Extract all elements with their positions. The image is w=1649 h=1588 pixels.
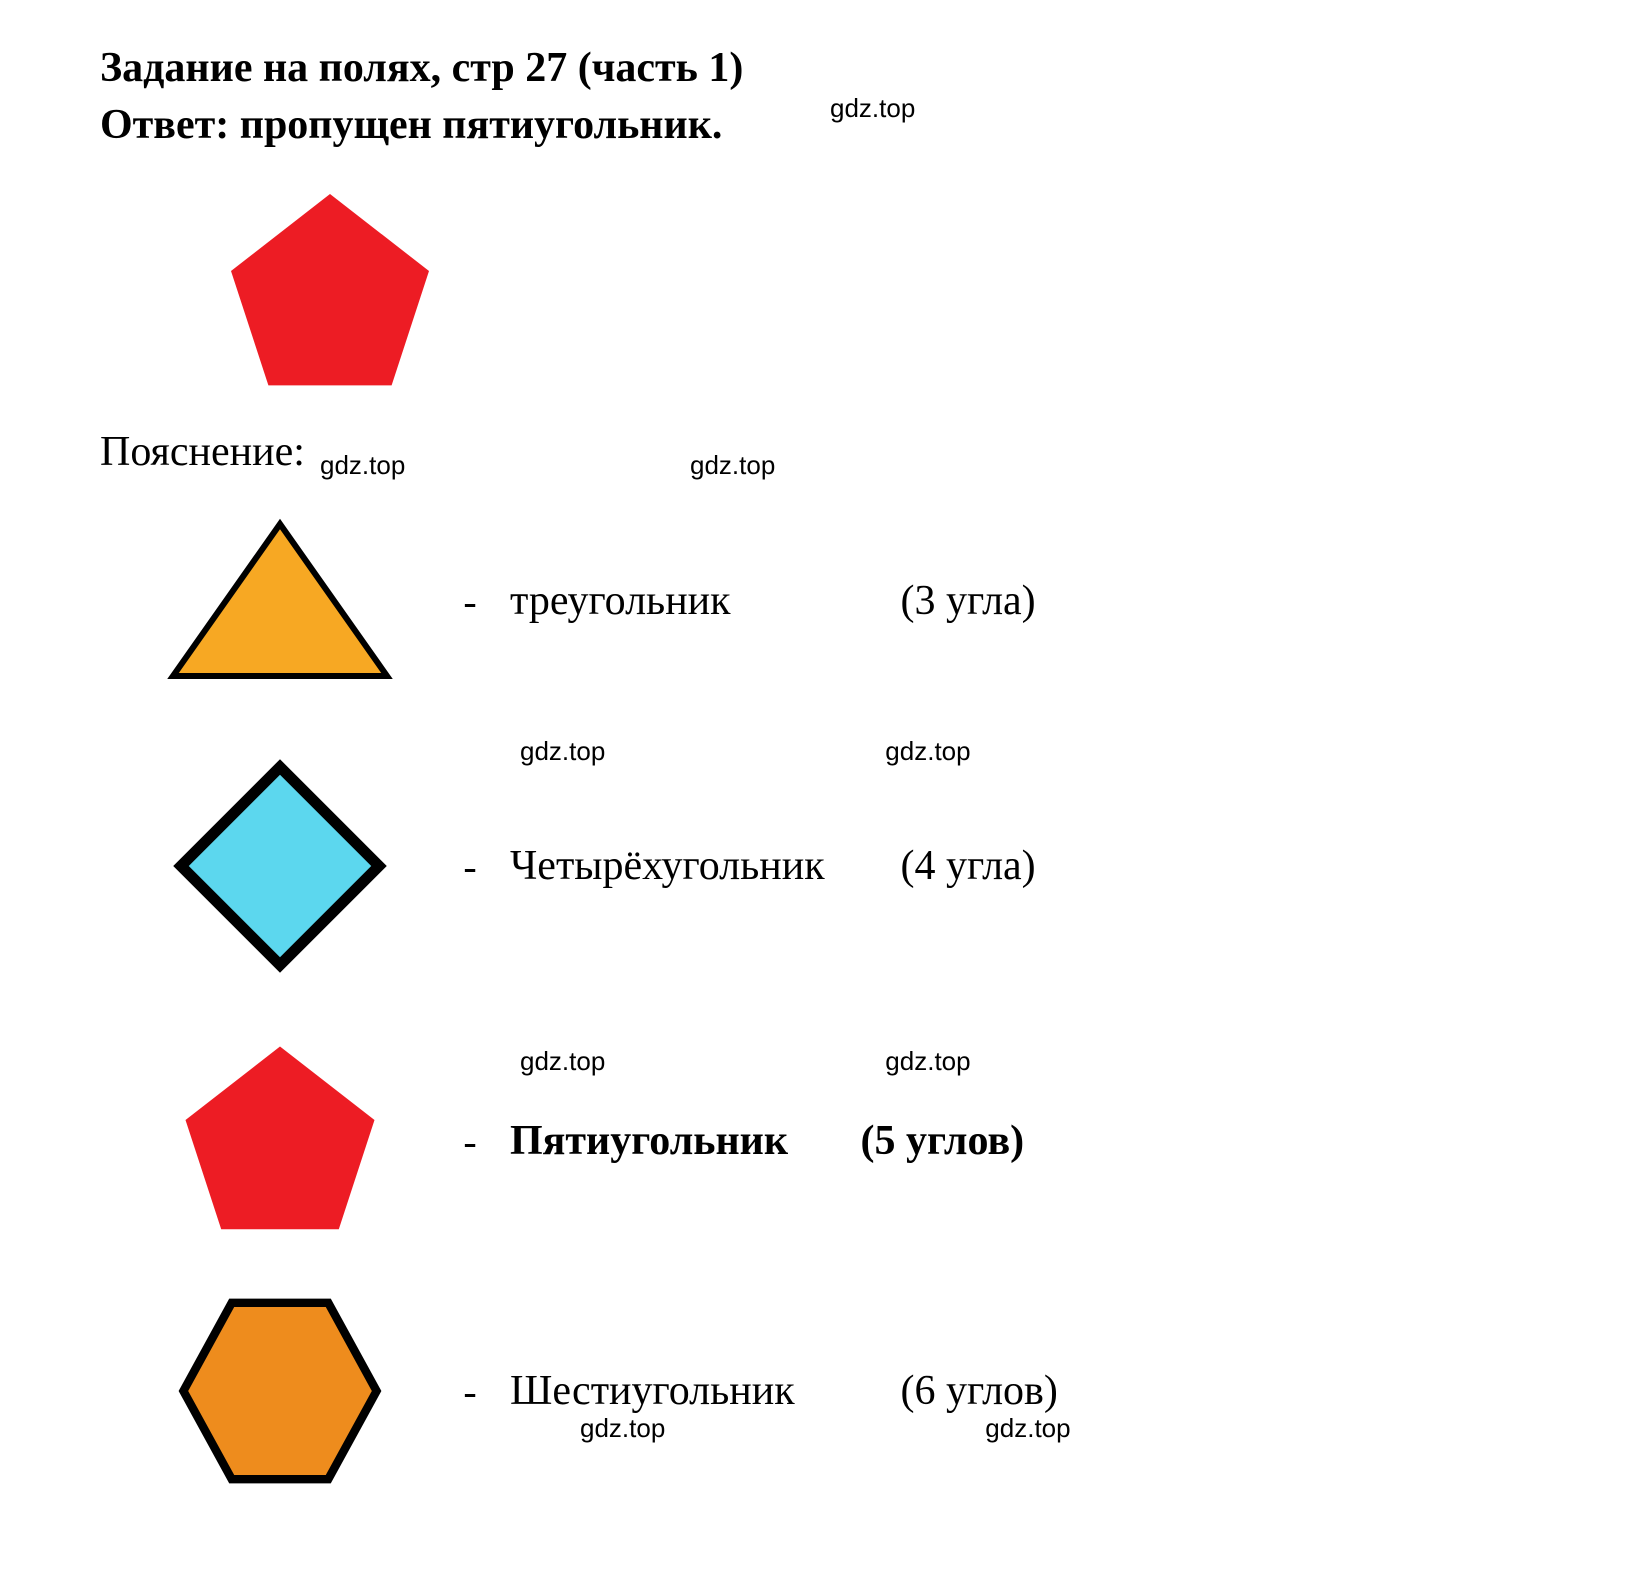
shape-cell (130, 1036, 430, 1246)
list-item: - Шестиугольник (6 углов) gdz.top gdz.to… (100, 1286, 1549, 1496)
dash-separator: - (430, 578, 510, 625)
shape-name: Четырёхугольник (510, 842, 890, 890)
explanation-label-text: Пояснение: (100, 429, 305, 475)
explanation-label: Пояснение: gdz.top gdz.top (100, 428, 1549, 476)
answer-line: Ответ: пропущен пятиугольник. gdz.top (100, 97, 1549, 154)
watermark-group: gdz.top gdz.top (580, 1413, 1071, 1444)
page-title: Задание на полях, стр 27 (часть 1) (100, 40, 1549, 97)
answer-prefix: Ответ: (100, 102, 240, 148)
shape-label: треугольник (3 угла) (510, 577, 1036, 625)
answer-text: пропущен пятиугольник. (240, 102, 723, 148)
shape-label: Пятиугольник (5 углов) (510, 1117, 1024, 1165)
shape-label: Шестиугольник (6 углов) gdz.top gdz.top (510, 1367, 1058, 1415)
shape-label: Четырёхугольник (4 угла) (510, 842, 1036, 890)
dash-separator: - (430, 1368, 510, 1415)
shape-cell (130, 756, 430, 976)
shape-name: Шестиугольник (510, 1367, 890, 1415)
shape-note: (3 угла) (901, 578, 1036, 624)
shapes-list: - треугольник (3 угла) gdz.top gdz.top -… (100, 516, 1549, 1496)
pentagon-icon (220, 183, 440, 403)
triangle-icon (165, 516, 395, 686)
list-item: - Пятиугольник (5 углов) (100, 1036, 1549, 1246)
list-item: - треугольник (3 угла) (100, 516, 1549, 686)
diamond-icon (170, 756, 390, 976)
shape-name: треугольник (510, 577, 890, 625)
dash-separator: - (430, 843, 510, 890)
dash-separator: - (430, 1118, 510, 1165)
watermark-text: gdz.top (690, 450, 775, 481)
watermark-text: gdz.top (830, 91, 915, 126)
watermark-text: gdz.top (985, 1413, 1070, 1444)
pentagon-icon (175, 1036, 385, 1246)
shape-cell (130, 516, 430, 686)
shape-note: (6 углов) (901, 1368, 1058, 1414)
hexagon-icon (175, 1286, 385, 1496)
answer-shape-container (220, 183, 1549, 408)
shape-note: (5 углов) (861, 1118, 1025, 1164)
page-root: Задание на полях, стр 27 (часть 1) Ответ… (0, 0, 1649, 1576)
watermark-text: gdz.top (580, 1413, 665, 1444)
shape-cell (130, 1286, 430, 1496)
shape-note: (4 угла) (901, 843, 1036, 889)
shape-name: Пятиугольник (510, 1117, 850, 1165)
watermark-text: gdz.top (320, 450, 405, 481)
list-item: - Четырёхугольник (4 угла) (100, 756, 1549, 976)
